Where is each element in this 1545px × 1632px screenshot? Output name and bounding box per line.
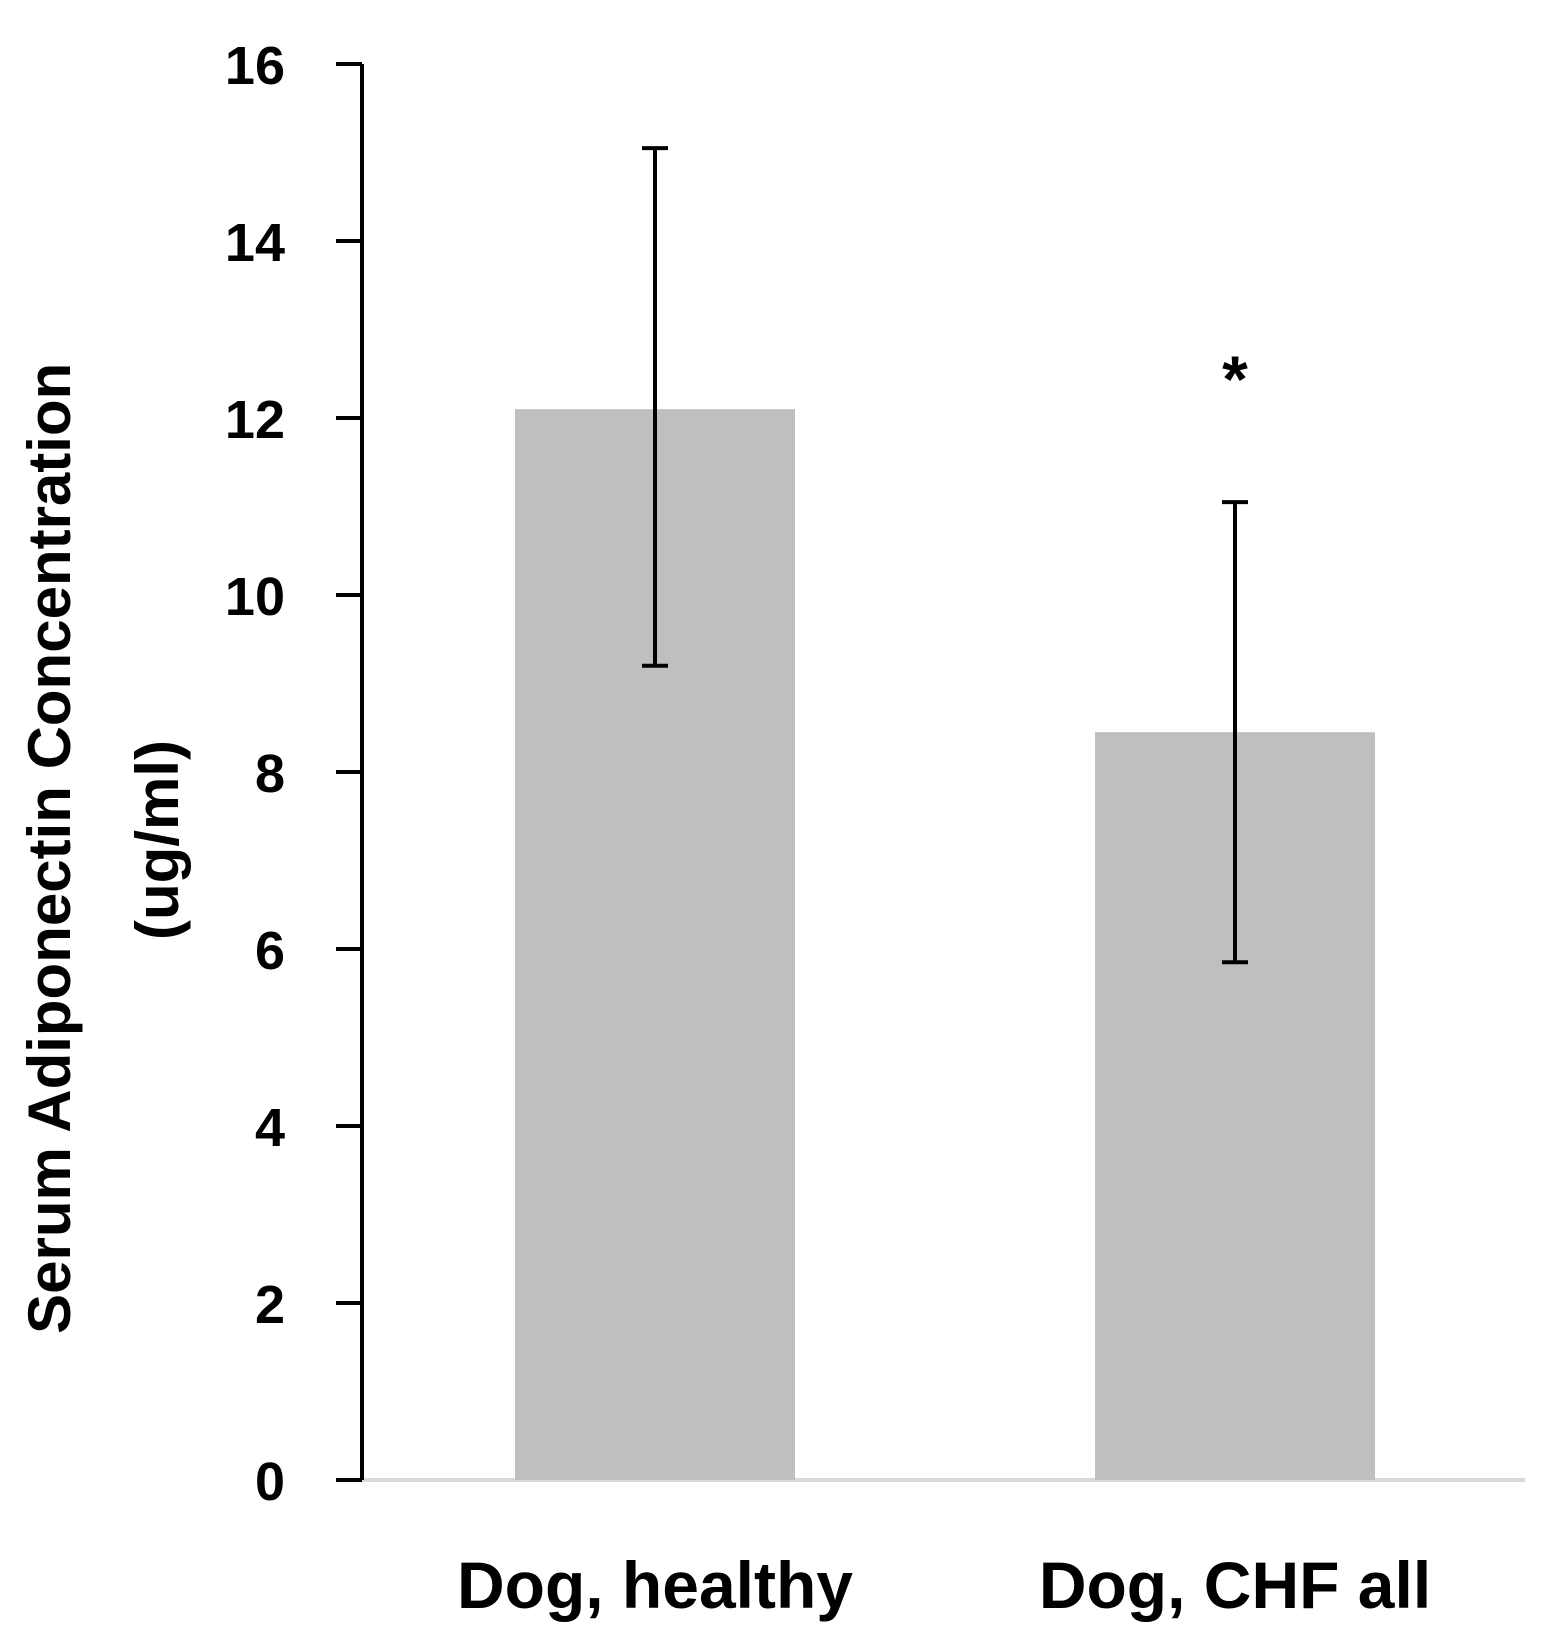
y-axis-title-line-2: (ug/ml) — [124, 740, 191, 940]
y-tick-label-4: 4 — [255, 1098, 285, 1158]
y-tick-label-2: 2 — [255, 1275, 285, 1335]
y-axis-title: Serum Adiponectin Concentration (ug/ml) — [16, 346, 191, 1334]
bars-group — [515, 409, 1375, 1480]
significance-marker-2: * — [1222, 342, 1248, 416]
error-bars-group — [642, 146, 1248, 965]
y-tick-label-16: 16 — [225, 36, 285, 96]
y-axis-title-line-1: Serum Adiponectin Concentration — [16, 363, 83, 1334]
y-tick-label-0: 0 — [255, 1452, 285, 1512]
category-label-1: Dog, healthy — [457, 1548, 853, 1622]
y-axis-group — [336, 62, 364, 1482]
y-tick-label-14: 14 — [225, 213, 285, 273]
category-labels-group: Dog, healthy Dog, CHF all — [457, 1548, 1431, 1622]
y-tick-label-10: 10 — [225, 567, 285, 627]
y-tick-label-12: 12 — [225, 390, 285, 450]
annotations-group: * — [1222, 342, 1248, 416]
y-tick-labels-group: 0 2 4 6 8 10 12 14 16 — [225, 36, 285, 1512]
category-label-2: Dog, CHF all — [1039, 1548, 1431, 1622]
y-tick-label-6: 6 — [255, 921, 285, 981]
y-tick-label-8: 8 — [255, 744, 285, 804]
